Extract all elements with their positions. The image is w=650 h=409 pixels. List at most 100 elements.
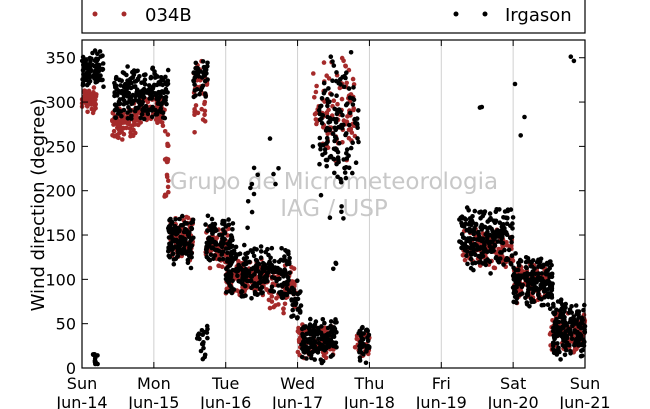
data-point bbox=[536, 292, 541, 298]
data-point bbox=[568, 351, 573, 356]
data-point bbox=[198, 88, 204, 93]
data-point bbox=[511, 273, 516, 279]
data-point bbox=[251, 253, 257, 259]
data-point bbox=[142, 108, 148, 113]
series-irgason bbox=[79, 48, 588, 367]
data-point bbox=[93, 73, 98, 78]
data-point bbox=[282, 267, 288, 273]
data-point bbox=[116, 108, 122, 113]
y-tick-label: 50 bbox=[56, 315, 76, 334]
data-point bbox=[129, 132, 135, 138]
data-point bbox=[327, 215, 333, 220]
data-point bbox=[202, 101, 207, 107]
data-point bbox=[249, 296, 254, 301]
data-point bbox=[520, 291, 525, 296]
data-point bbox=[289, 265, 294, 270]
data-point bbox=[557, 325, 562, 331]
data-point bbox=[245, 225, 250, 231]
x-tick-date-label: Jun-20 bbox=[487, 393, 539, 409]
data-point bbox=[487, 225, 493, 230]
data-point bbox=[539, 271, 545, 276]
data-point bbox=[324, 157, 330, 163]
data-point bbox=[352, 116, 358, 122]
data-point bbox=[138, 115, 143, 121]
data-point bbox=[200, 83, 206, 89]
data-point bbox=[135, 106, 140, 111]
data-point bbox=[263, 249, 269, 255]
data-point bbox=[576, 312, 581, 317]
data-point bbox=[222, 230, 228, 236]
data-point bbox=[230, 227, 235, 232]
data-point bbox=[228, 233, 234, 238]
data-point bbox=[90, 110, 96, 116]
data-point bbox=[163, 81, 168, 86]
data-point bbox=[284, 286, 290, 291]
data-point bbox=[304, 348, 310, 354]
data-point bbox=[325, 139, 330, 145]
data-point bbox=[515, 267, 521, 273]
data-point bbox=[527, 304, 532, 309]
data-point bbox=[346, 153, 351, 158]
data-point bbox=[178, 223, 184, 228]
x-tick-date-label: Jun-14 bbox=[55, 393, 107, 409]
data-point bbox=[485, 240, 491, 245]
data-point bbox=[512, 81, 518, 87]
data-point bbox=[197, 336, 202, 342]
data-point bbox=[343, 132, 348, 138]
data-point bbox=[478, 245, 484, 250]
data-point bbox=[336, 107, 341, 113]
data-point bbox=[84, 62, 90, 68]
data-point bbox=[166, 224, 172, 229]
data-point bbox=[341, 157, 347, 162]
data-point bbox=[563, 343, 569, 349]
data-point bbox=[252, 246, 257, 251]
data-point bbox=[273, 303, 278, 308]
data-point bbox=[265, 278, 270, 284]
data-point bbox=[177, 228, 182, 233]
data-point bbox=[191, 70, 196, 75]
data-point bbox=[179, 241, 184, 246]
data-point bbox=[290, 302, 296, 308]
data-point bbox=[232, 256, 238, 261]
data-point bbox=[196, 331, 202, 337]
data-point bbox=[562, 352, 568, 358]
data-point bbox=[363, 327, 369, 333]
data-point bbox=[178, 237, 184, 242]
data-point bbox=[110, 118, 115, 124]
data-point bbox=[467, 226, 472, 232]
data-point bbox=[113, 115, 119, 121]
data-point bbox=[579, 353, 585, 359]
data-point bbox=[243, 259, 249, 264]
data-point bbox=[477, 234, 482, 239]
data-point bbox=[351, 106, 357, 111]
data-point bbox=[474, 247, 480, 252]
data-point bbox=[208, 252, 214, 257]
data-point bbox=[527, 280, 533, 286]
data-point bbox=[312, 324, 317, 330]
data-point bbox=[505, 216, 510, 221]
data-point bbox=[331, 98, 337, 103]
data-point bbox=[205, 244, 210, 249]
data-point bbox=[471, 251, 477, 256]
data-point bbox=[165, 67, 171, 73]
data-point bbox=[96, 77, 101, 83]
data-point bbox=[177, 216, 182, 222]
data-point bbox=[488, 271, 493, 276]
data-point bbox=[489, 249, 494, 254]
data-point bbox=[541, 285, 547, 291]
data-point bbox=[155, 120, 160, 125]
data-point bbox=[289, 297, 294, 302]
data-point bbox=[125, 116, 131, 121]
data-point bbox=[188, 248, 193, 254]
data-point bbox=[527, 286, 532, 291]
data-point bbox=[295, 278, 300, 284]
data-point bbox=[326, 86, 331, 91]
data-point bbox=[318, 192, 324, 198]
data-point bbox=[269, 245, 275, 251]
data-point bbox=[334, 78, 339, 84]
data-point bbox=[100, 61, 106, 66]
data-point bbox=[350, 76, 356, 82]
data-point bbox=[544, 260, 550, 266]
data-point bbox=[534, 280, 539, 285]
